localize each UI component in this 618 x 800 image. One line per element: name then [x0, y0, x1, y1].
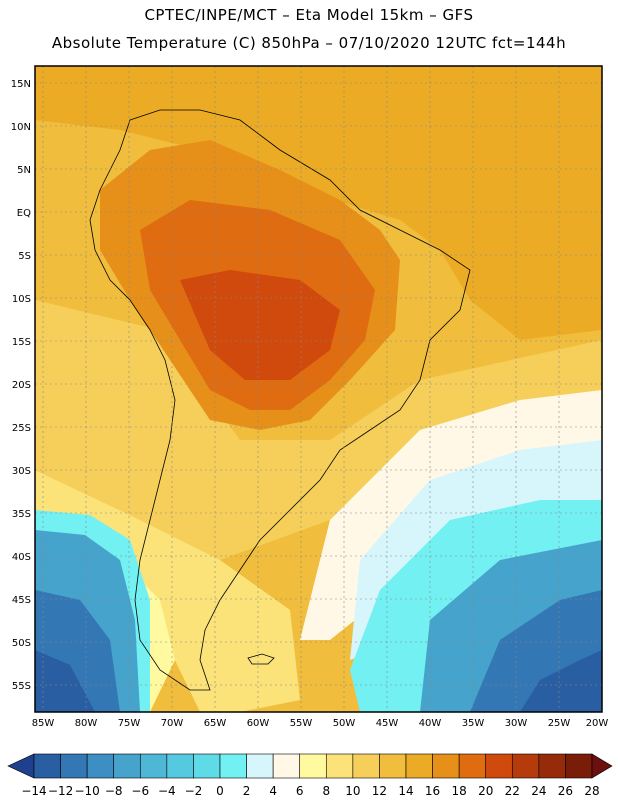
- colorbar-label: 2: [243, 784, 251, 798]
- lat-label: 5N: [17, 165, 31, 176]
- colorbar-label: −8: [105, 784, 123, 798]
- colorbar-label: 16: [425, 784, 440, 798]
- colorbar-swatch: [193, 753, 221, 779]
- colorbar-swatch: [485, 753, 513, 779]
- colorbar-label: 20: [478, 784, 493, 798]
- lon-label: 30W: [505, 718, 528, 729]
- colorbar-label: 12: [372, 784, 387, 798]
- lon-label: 75W: [118, 718, 141, 729]
- lat-label: 50S: [12, 638, 31, 649]
- colorbar-swatch: [511, 753, 540, 779]
- colorbar-arrow-right: [591, 753, 613, 779]
- lat-label: 30S: [12, 466, 31, 477]
- colorbar-swatch: [113, 753, 141, 779]
- colorbar-swatch: [352, 753, 380, 779]
- colorbar-swatch: [60, 753, 88, 779]
- colorbar-label: 0: [216, 784, 224, 798]
- colorbar-label: 4: [269, 784, 277, 798]
- colorbar-swatch: [166, 753, 194, 779]
- cold-deep: [35, 650, 95, 712]
- lon-label: 70W: [161, 718, 184, 729]
- lon-label: 40W: [419, 718, 442, 729]
- colorbar-label: −10: [74, 784, 99, 798]
- lat-label: EQ: [17, 208, 31, 219]
- colorbar-swatch: [139, 753, 168, 779]
- colorbar-swatch: [405, 753, 433, 779]
- colorbar-label: 26: [558, 784, 573, 798]
- atlantic-darkest: [520, 650, 602, 712]
- lon-label: 25W: [548, 718, 571, 729]
- lat-label: 25S: [12, 423, 31, 434]
- colorbar-label: 24: [531, 784, 546, 798]
- lat-label: 55S: [12, 681, 31, 692]
- map-frame: [34, 65, 603, 713]
- colorbar-swatch: [219, 753, 247, 779]
- lon-label: 60W: [247, 718, 270, 729]
- lon-label: 35W: [462, 718, 485, 729]
- lat-label: 10N: [11, 122, 31, 133]
- coastline: [89, 109, 471, 691]
- lon-label: 50W: [333, 718, 356, 729]
- colorbar-swatch: [325, 753, 354, 779]
- title-line-1: CPTEC/INPE/MCT – Eta Model 15km – GFS: [144, 6, 474, 24]
- tropical-atlantic: [35, 66, 602, 340]
- title-line-2: Absolute Temperature (C) 850hPa – 07/10/…: [51, 34, 567, 52]
- lon-label: 80W: [75, 718, 98, 729]
- colorbar-swatch: [565, 753, 593, 779]
- colorbar-label: 6: [296, 784, 304, 798]
- lat-label: 20S: [12, 380, 31, 391]
- lat-label: 15N: [11, 79, 31, 90]
- colorbar-swatch: [538, 753, 566, 779]
- colorbar: −14 −12 −10 −8 −6 −4 −2 0 2 4 6 8 10 12 14 16 18 20 22 24 26…: [7, 753, 613, 798]
- lon-labels: 85W 80W 75W 70W 65W 60W 55W 50W 45W 40W …: [32, 718, 609, 729]
- colorbar-swatch: [299, 753, 327, 779]
- colorbar-swatch: [458, 753, 487, 779]
- core-hot: [180, 270, 340, 380]
- colorbar-label: −14: [21, 784, 46, 798]
- lon-label: 85W: [32, 718, 55, 729]
- lat-labels: 15N 10N 5N EQ 5S 10S 15S 20S 25S 30S 35S…: [11, 79, 31, 692]
- lat-label: 10S: [12, 294, 31, 305]
- lat-label: 15S: [12, 337, 31, 348]
- falklands: [247, 653, 275, 665]
- colorbar-swatch: [33, 753, 61, 779]
- colorbar-arrow-left: [7, 753, 35, 779]
- colorbar-label: −4: [158, 784, 176, 798]
- lon-label: 45W: [376, 718, 399, 729]
- lat-label: 45S: [12, 595, 31, 606]
- lat-label: 35S: [12, 509, 31, 520]
- colorbar-label: −6: [131, 784, 149, 798]
- colorbar-label: 10: [345, 784, 360, 798]
- map-field: [35, 66, 602, 712]
- colorbar-swatch: [86, 753, 115, 779]
- colorbar-label: 8: [322, 784, 330, 798]
- colorbar-label: 14: [398, 784, 413, 798]
- lat-label: 5S: [18, 251, 31, 262]
- lon-label: 65W: [204, 718, 227, 729]
- colorbar-label: −2: [185, 784, 203, 798]
- colorbar-swatch: [272, 753, 301, 779]
- colorbar-swatch: [246, 753, 274, 779]
- lat-label: 40S: [12, 552, 31, 563]
- colorbar-swatch: [379, 753, 407, 779]
- lon-label: 55W: [290, 718, 313, 729]
- colorbar-label: 18: [452, 784, 467, 798]
- colorbar-label: −12: [48, 784, 73, 798]
- colorbar-label: 28: [584, 784, 599, 798]
- lon-label: 20W: [586, 718, 609, 729]
- colorbar-swatch: [432, 753, 460, 779]
- colorbar-label: 22: [505, 784, 520, 798]
